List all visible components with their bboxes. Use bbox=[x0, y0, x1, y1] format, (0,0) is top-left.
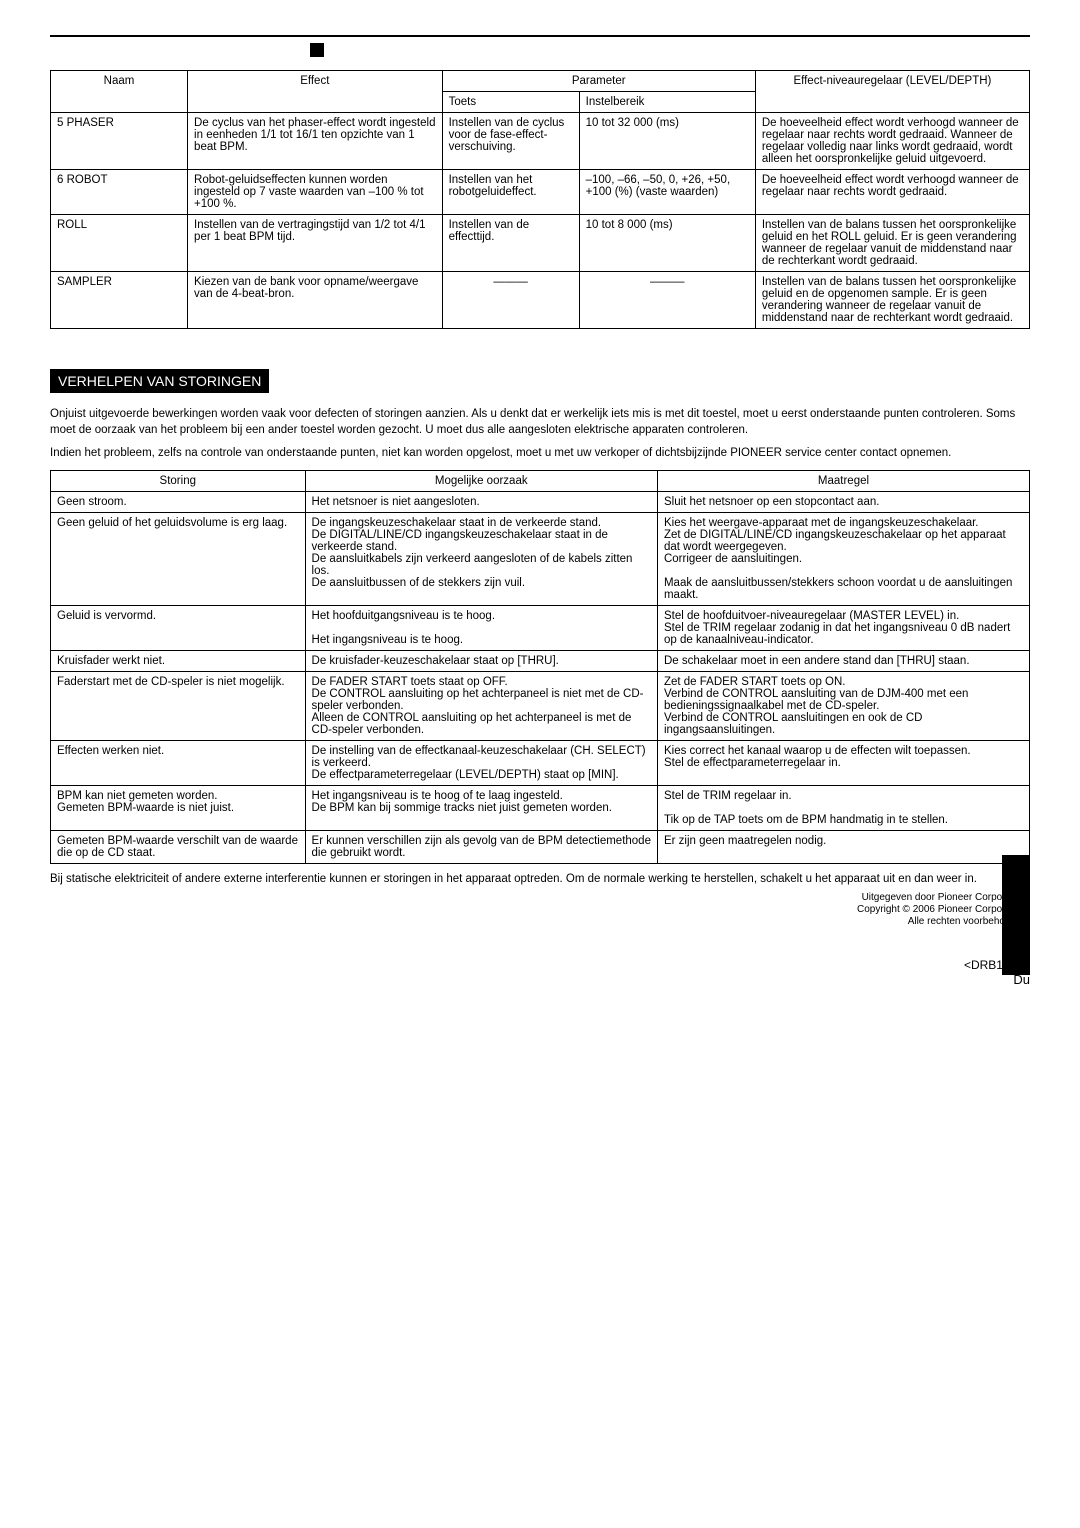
th-range: Instelbereik bbox=[579, 92, 755, 113]
table-row: Gemeten BPM-waarde verschilt van de waar… bbox=[51, 830, 1030, 863]
cell: De schakelaar moet in een andere stand d… bbox=[657, 650, 1029, 671]
cell: Sluit het netsnoer op een stopcontact aa… bbox=[657, 491, 1029, 512]
table-row: 5 PHASER De cyclus van het phaser-effect… bbox=[51, 113, 1030, 170]
cell: Instellen van de effecttijd. bbox=[442, 215, 579, 272]
cell: Het ingangsniveau is te hoog of te laag … bbox=[305, 785, 657, 830]
intro-paragraph-2: Indien het probleem, zelfs na controle v… bbox=[50, 446, 1030, 462]
cell: Stel de hoofduitvoer-niveauregelaar (MAS… bbox=[657, 605, 1029, 650]
table-row: SAMPLER Kiezen van de bank voor opname/w… bbox=[51, 272, 1030, 329]
footer-note: Bij statische elektriciteit of andere ex… bbox=[50, 872, 1030, 887]
language-code: Du bbox=[50, 972, 1030, 987]
copyright-line: Copyright © 2006 Pioneer Corporation. bbox=[50, 904, 1030, 916]
cell: Instellen van de vertragingstijd van 1/2… bbox=[188, 215, 443, 272]
th-measure: Maatregel bbox=[657, 470, 1029, 491]
table-row: Geen stroom. Het netsnoer is niet aanges… bbox=[51, 491, 1030, 512]
cell: Geen stroom. bbox=[51, 491, 306, 512]
th-cause: Mogelijke oorzaak bbox=[305, 470, 657, 491]
copyright-line: Alle rechten voorbehouden. bbox=[50, 916, 1030, 928]
copyright-line: Uitgegeven door Pioneer Corporation. bbox=[50, 892, 1030, 904]
cell: Het hoofduitgangsniveau is te hoog. Het … bbox=[305, 605, 657, 650]
cell: –100, –66, –50, 0, +26, +50, +100 (%) (v… bbox=[579, 170, 755, 215]
copyright: Uitgegeven door Pioneer Corporation. Cop… bbox=[50, 892, 1030, 928]
cell: De instelling van de effectkanaal-keuzes… bbox=[305, 740, 657, 785]
cell: Kiezen van de bank voor opname/weergave … bbox=[188, 272, 443, 329]
th-effect: Effect bbox=[188, 71, 443, 113]
cell: Stel de TRIM regelaar in. Tik op de TAP … bbox=[657, 785, 1029, 830]
table-row: 6 ROBOT Robot-geluidseffecten kunnen wor… bbox=[51, 170, 1030, 215]
cell: Effecten werken niet. bbox=[51, 740, 306, 785]
cell: SAMPLER bbox=[51, 272, 188, 329]
table-row: BPM kan niet gemeten worden. Gemeten BPM… bbox=[51, 785, 1030, 830]
table-row: Effecten werken niet. De instelling van … bbox=[51, 740, 1030, 785]
cell: Geen geluid of het geluidsvolume is erg … bbox=[51, 512, 306, 605]
th-parameter: Parameter bbox=[442, 71, 755, 92]
table-row: ROLL Instellen van de vertragingstijd va… bbox=[51, 215, 1030, 272]
cell: Gemeten BPM-waarde verschilt van de waar… bbox=[51, 830, 306, 863]
cell: ——— bbox=[442, 272, 579, 329]
cell: Geluid is vervormd. bbox=[51, 605, 306, 650]
page-number: 63 bbox=[50, 932, 1030, 958]
th-level: Effect-niveauregelaar (LEVEL/DEPTH) bbox=[755, 71, 1029, 113]
cell: 10 tot 32 000 (ms) bbox=[579, 113, 755, 170]
cell: Kruisfader werkt niet. bbox=[51, 650, 306, 671]
side-tab bbox=[1002, 855, 1030, 975]
table-row: Kruisfader werkt niet. De kruisfader-keu… bbox=[51, 650, 1030, 671]
document-id: <DRB1404> bbox=[50, 958, 1030, 972]
cell: Kies het weergave-apparaat met de ingang… bbox=[657, 512, 1029, 605]
cell: De kruisfader-keuzeschakelaar staat op [… bbox=[305, 650, 657, 671]
cell: 6 ROBOT bbox=[51, 170, 188, 215]
cell: BPM kan niet gemeten worden. Gemeten BPM… bbox=[51, 785, 306, 830]
cell: De cyclus van het phaser-effect wordt in… bbox=[188, 113, 443, 170]
cell: Robot-geluidseffecten kunnen worden inge… bbox=[188, 170, 443, 215]
intro-paragraph-1: Onjuist uitgevoerde bewerkingen worden v… bbox=[50, 407, 1030, 438]
th-name: Naam bbox=[51, 71, 188, 113]
cell: De hoeveelheid effect wordt verhoogd wan… bbox=[755, 170, 1029, 215]
cell: Kies correct het kanaal waarop u de effe… bbox=[657, 740, 1029, 785]
cell: Instellen van de cyclus voor de fase-eff… bbox=[442, 113, 579, 170]
black-square-icon bbox=[310, 43, 324, 57]
cell: De hoeveelheid effect wordt verhoogd wan… bbox=[755, 113, 1029, 170]
th-storing: Storing bbox=[51, 470, 306, 491]
cell: De FADER START toets staat op OFF. De CO… bbox=[305, 671, 657, 740]
cell: De ingangskeuzeschakelaar staat in de ve… bbox=[305, 512, 657, 605]
table-row: Geen geluid of het geluidsvolume is erg … bbox=[51, 512, 1030, 605]
cell: ROLL bbox=[51, 215, 188, 272]
cell: Instellen van het robotgeluideffect. bbox=[442, 170, 579, 215]
cell: Instellen van de balans tussen het oorsp… bbox=[755, 215, 1029, 272]
table-row: Faderstart met de CD-speler is niet moge… bbox=[51, 671, 1030, 740]
table-row: Geluid is vervormd. Het hoofduitgangsniv… bbox=[51, 605, 1030, 650]
cell: 5 PHASER bbox=[51, 113, 188, 170]
cell: Zet de FADER START toets op ON. Verbind … bbox=[657, 671, 1029, 740]
cell: Faderstart met de CD-speler is niet moge… bbox=[51, 671, 306, 740]
th-toets: Toets bbox=[442, 92, 579, 113]
cell: 10 tot 8 000 (ms) bbox=[579, 215, 755, 272]
cell: Er kunnen verschillen zijn als gevolg va… bbox=[305, 830, 657, 863]
cell: Instellen van de balans tussen het oorsp… bbox=[755, 272, 1029, 329]
section-heading: VERHELPEN VAN STORINGEN bbox=[50, 369, 269, 393]
cell: Het netsnoer is niet aangesloten. bbox=[305, 491, 657, 512]
effects-table: Naam Effect Parameter Effect-niveauregel… bbox=[50, 70, 1030, 329]
troubleshooting-table: Storing Mogelijke oorzaak Maatregel Geen… bbox=[50, 470, 1030, 864]
cell: ——— bbox=[579, 272, 755, 329]
cell: Er zijn geen maatregelen nodig. bbox=[657, 830, 1029, 863]
